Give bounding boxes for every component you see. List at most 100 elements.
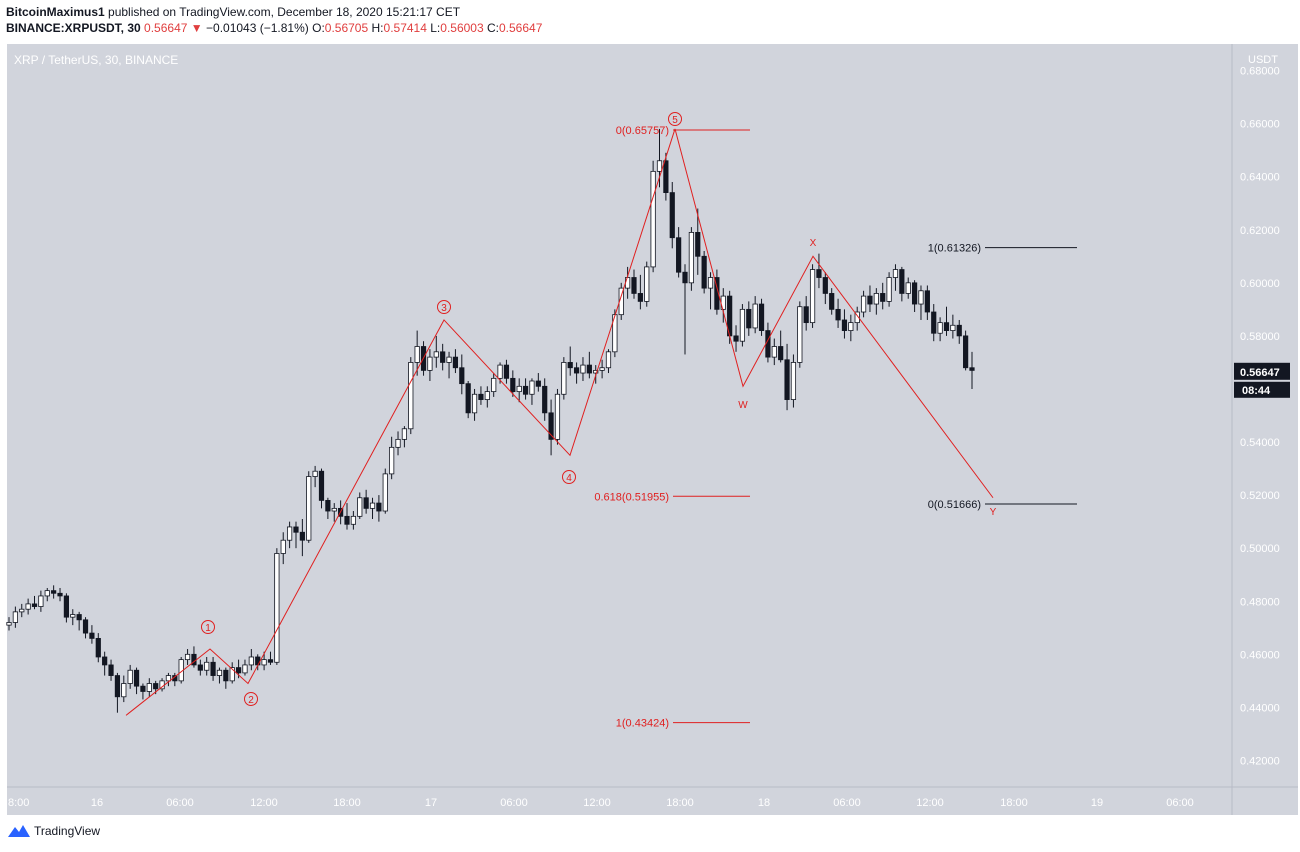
candle-body (637, 293, 643, 302)
high-value: 0.57414 (383, 21, 427, 35)
candle-body (924, 290, 930, 313)
candle-body (912, 282, 918, 305)
author-name[interactable]: BitcoinMaximus1 (6, 5, 105, 19)
x-tick-label: 06:00 (500, 797, 528, 809)
candle-body (752, 303, 758, 329)
candle-body (586, 364, 592, 374)
candle-body (57, 592, 63, 597)
candle-body (554, 393, 561, 440)
candle-body (758, 303, 765, 331)
wave-label-circle (437, 300, 451, 314)
x-tick-label: 16 (91, 797, 103, 809)
x-tick-label: 18:00 (1000, 797, 1028, 809)
candle-body (950, 324, 956, 331)
close-label: C: (487, 21, 499, 35)
tradingview-logo-icon[interactable] (8, 824, 30, 838)
candle-body (491, 377, 497, 393)
candle-body (848, 322, 854, 331)
fib-level-label: 0(0.65757) (616, 125, 669, 137)
candle-body (440, 351, 446, 363)
candle-body (873, 293, 879, 305)
candle-body (529, 380, 535, 395)
y-tick-label: 0.54000 (1240, 437, 1280, 449)
candle-body (593, 369, 599, 374)
candle-body (184, 653, 191, 661)
candle-body (663, 160, 669, 193)
candle-body (931, 311, 937, 334)
candle-body (357, 497, 363, 517)
y-tick-label: 0.50000 (1240, 543, 1280, 555)
candle-body (223, 669, 229, 682)
candle-body (943, 322, 950, 331)
candle-body (204, 661, 210, 671)
y-tick-label: 0.58000 (1240, 331, 1280, 343)
candle-body (809, 269, 816, 324)
candle-body (248, 656, 254, 666)
candle-body (255, 656, 261, 666)
candle-body (235, 667, 242, 674)
fib-level-label: 0.618(0.51955) (594, 491, 669, 503)
candle-body (899, 269, 905, 294)
wave-label: 3 (441, 303, 447, 314)
candle-body (408, 362, 414, 430)
wave-label: 4 (566, 473, 572, 484)
candle-body (695, 232, 701, 257)
last-price-tag (1234, 362, 1290, 380)
candle-body (905, 282, 911, 294)
y-tick-label: 0.42000 (1240, 755, 1280, 767)
candle-body (867, 295, 873, 305)
candle-body (165, 675, 172, 682)
candle-body (216, 669, 223, 676)
wave-label-circle (668, 112, 682, 126)
candle-body (459, 367, 465, 385)
candle-body (197, 664, 203, 671)
candle-body (306, 476, 312, 541)
candle-body (350, 515, 356, 525)
candle-body (31, 603, 38, 607)
tradingview-brand[interactable]: TradingView (34, 824, 101, 838)
wave-label-circle (562, 470, 576, 484)
candle-body (484, 391, 490, 400)
candle-body (676, 237, 682, 273)
candle-body (427, 356, 433, 371)
candle-body (280, 539, 286, 554)
x-tick-label: 18 (758, 797, 770, 809)
candle-body (471, 393, 478, 414)
candle-body (76, 614, 82, 621)
wave-label: 5 (672, 115, 678, 126)
candle-body (299, 531, 305, 541)
candle-body (778, 346, 784, 361)
candle-body (688, 232, 694, 284)
plot-area (7, 44, 1232, 787)
price-axis-area (1232, 44, 1298, 787)
candle-body (114, 675, 121, 698)
countdown-tag (1234, 381, 1290, 398)
candle-body (860, 295, 867, 313)
candle-body (542, 385, 548, 414)
candle-body (38, 595, 44, 607)
candle-body (803, 306, 809, 324)
high-label: H: (371, 21, 384, 35)
candle-body (656, 160, 663, 172)
candle-body (714, 277, 720, 310)
candle-body (325, 500, 331, 512)
candle-body (267, 659, 274, 663)
candle-body (739, 308, 746, 342)
candle-body (918, 290, 924, 305)
candle-body (784, 359, 790, 400)
candle-body (25, 603, 31, 610)
candle-body (956, 324, 962, 337)
candle-body (344, 515, 350, 525)
candle-body (790, 362, 797, 400)
last-price: 0.56647 (144, 21, 188, 35)
candle-body (886, 277, 892, 302)
candle-body (701, 255, 707, 289)
candle-body (287, 526, 293, 541)
x-tick-label: 12:00 (250, 797, 278, 809)
last-price-label: 0.56647 (1240, 367, 1280, 379)
candle-body (733, 335, 739, 342)
candle-body (121, 683, 127, 698)
fib-level-label: 1(0.61326) (928, 243, 981, 255)
wave-line-correction (674, 128, 994, 499)
